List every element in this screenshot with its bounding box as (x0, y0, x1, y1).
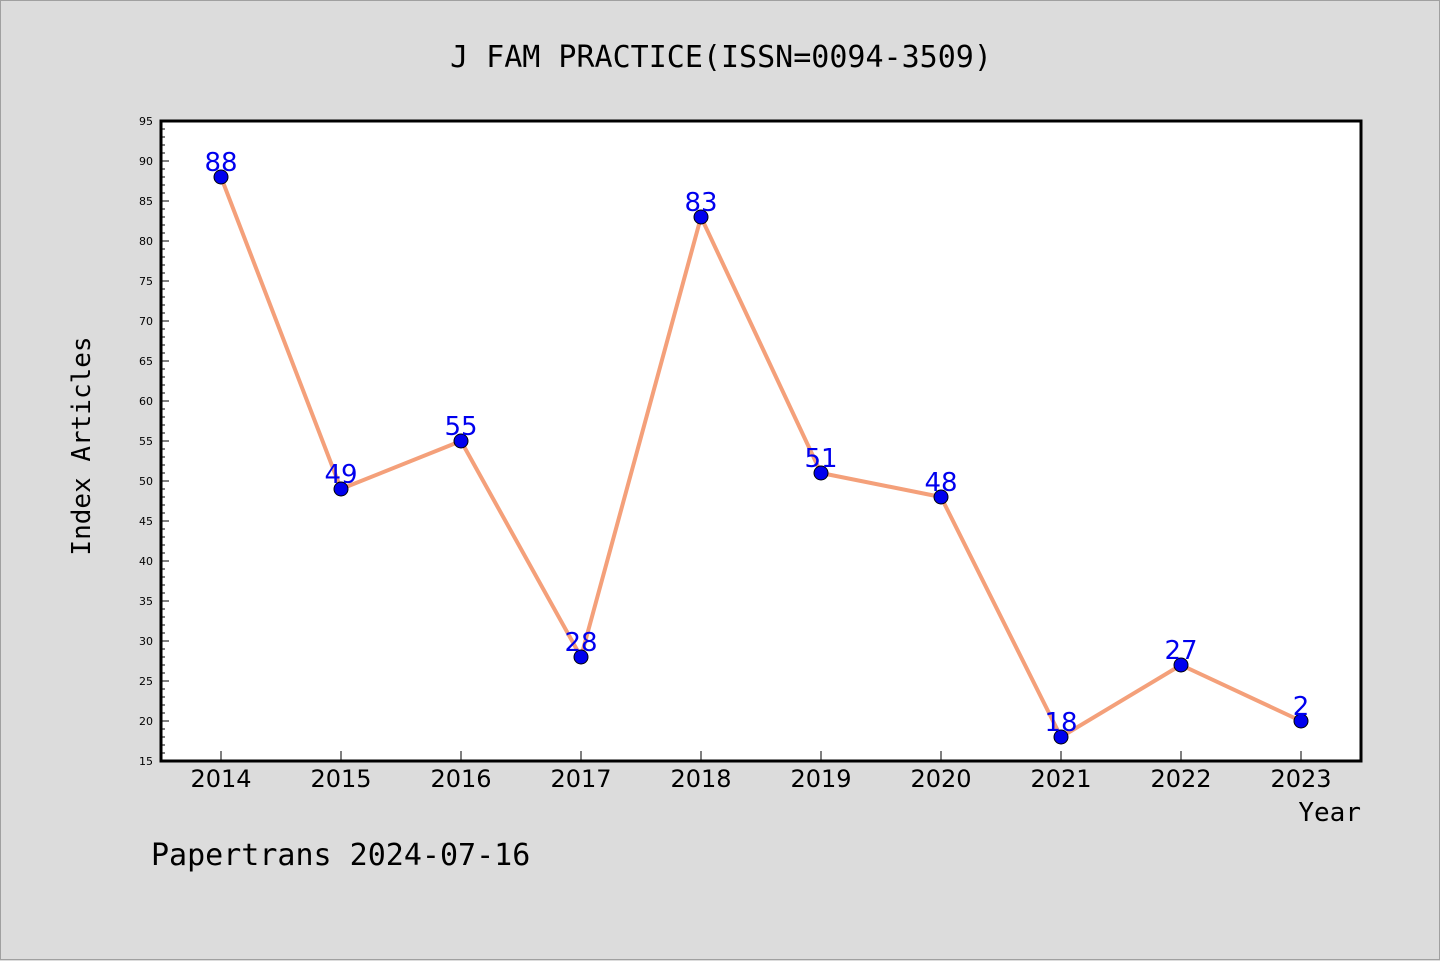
data-point-marker (813, 465, 829, 481)
series-marker-layer (213, 169, 1309, 745)
data-point-label: 18 (1044, 708, 1077, 738)
y-tick-label: 50 (139, 475, 153, 488)
data-label-layer: 88 49 55 28 83 51 48 18 27 2 (204, 148, 1309, 738)
data-point-label: 2 (1293, 692, 1310, 722)
data-point-label: 28 (564, 628, 597, 658)
data-point-marker (693, 209, 709, 225)
y-tick-label: 30 (139, 635, 153, 648)
x-tick-label: 2018 (670, 765, 731, 793)
x-tick-label: 2020 (910, 765, 971, 793)
series-line (219, 176, 1302, 739)
x-tick-label: 2016 (430, 765, 491, 793)
y-tick-label: 40 (139, 555, 153, 568)
x-tick-label: 2014 (190, 765, 251, 793)
x-tick-label: 2017 (550, 765, 611, 793)
y-tick-label: 35 (139, 595, 153, 608)
y-tick-label: 25 (139, 675, 153, 688)
y-tick-label: 65 (139, 355, 153, 368)
y-axis-label: Index Articles (67, 336, 97, 555)
footer-text: Papertrans 2024-07-16 (151, 838, 530, 873)
y-tick-label: 15 (139, 755, 153, 768)
x-tick-label: 2019 (790, 765, 851, 793)
x-tick-label: 2022 (1150, 765, 1211, 793)
y-tick-label: 80 (139, 235, 153, 248)
x-tick-label: 2021 (1030, 765, 1091, 793)
data-point-marker (573, 649, 589, 665)
data-point-label: 51 (804, 444, 837, 474)
y-tick-label: 85 (139, 195, 153, 208)
data-point-marker (933, 489, 949, 505)
y-tick-label: 45 (139, 515, 153, 528)
data-point-marker (213, 169, 229, 185)
data-point-label: 27 (1164, 636, 1197, 666)
x-axis-label: Year (1298, 798, 1361, 828)
chart-title: J FAM PRACTICE(ISSN=0094-3509) (450, 40, 992, 75)
y-tick-label: 55 (139, 435, 153, 448)
y-tick-label: 70 (139, 315, 153, 328)
data-point-label: 49 (324, 460, 357, 490)
x-tick-label: 2023 (1270, 765, 1331, 793)
data-point-marker (1053, 729, 1069, 745)
data-point-marker (1173, 657, 1189, 673)
y-axis: 15 20 25 30 35 40 45 50 55 60 65 70 75 80 85 90 95 (139, 115, 169, 768)
data-point-label: 83 (684, 188, 717, 218)
plot-area (159, 119, 1363, 763)
data-point-label: 88 (204, 148, 237, 178)
data-point-marker (333, 481, 349, 497)
data-point-marker (1293, 713, 1309, 729)
series-line-layer (219, 176, 1302, 739)
y-tick-label: 90 (139, 155, 153, 168)
y-tick-label: 60 (139, 395, 153, 408)
x-axis: 2014 2015 2016 2017 2018 2019 2020 2021 2022 2023 (190, 751, 1332, 793)
data-point-label: 48 (924, 468, 957, 498)
data-point-marker (453, 433, 469, 449)
y-tick-label: 75 (139, 275, 153, 288)
y-tick-label: 20 (139, 715, 153, 728)
data-point-label: 55 (444, 412, 477, 442)
x-tick-label: 2015 (310, 765, 371, 793)
y-tick-label: 95 (139, 115, 153, 128)
